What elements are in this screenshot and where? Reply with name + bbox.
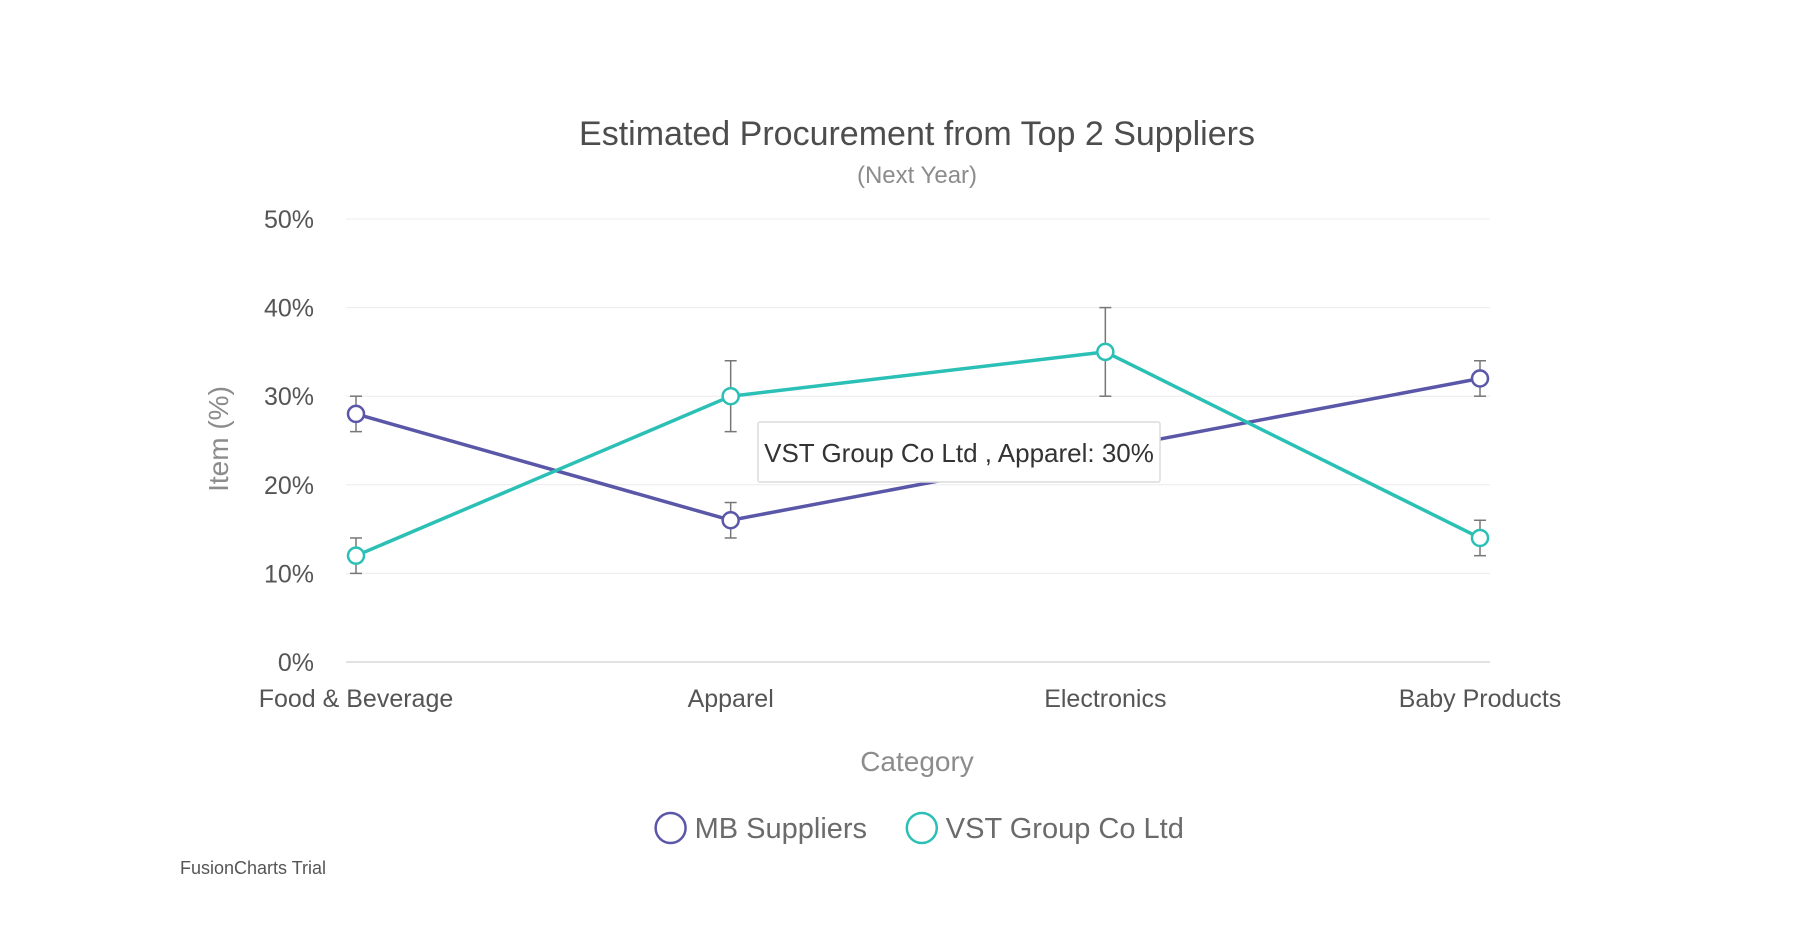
y-axis-ticks: 0% 10% 20% 30% 40% 50% — [264, 206, 314, 677]
y-tick-label: 10% — [264, 560, 314, 588]
x-tick-label: Apparel — [688, 685, 774, 713]
chart-subtitle: (Next Year) — [857, 162, 977, 189]
data-point[interactable] — [721, 386, 740, 406]
y-tick-label: 20% — [264, 472, 314, 500]
data-point[interactable] — [1470, 369, 1490, 388]
legend-label: VST Group Co Ltd — [946, 813, 1184, 845]
watermark-text: FusionCharts Trial — [180, 858, 326, 878]
series-line — [355, 376, 1481, 522]
legend-marker — [905, 811, 939, 845]
data-point[interactable] — [721, 510, 740, 530]
legend-item-1[interactable]: MB Suppliers — [654, 811, 867, 845]
x-tick-label: Electronics — [1044, 685, 1166, 713]
y-tick-label: 30% — [264, 383, 314, 411]
tooltip-box — [757, 421, 1161, 483]
y-tick-label: 0% — [278, 649, 314, 677]
series-layer — [346, 306, 1490, 575]
y-axis-label: Item (%) — [203, 386, 234, 492]
x-axis-label: Category — [860, 746, 974, 777]
chart-title: Estimated Procurement from Top 2 Supplie… — [579, 115, 1255, 153]
legend-item-2[interactable]: VST Group Co Ltd — [905, 811, 1184, 845]
x-tick-label: Food & Beverage — [259, 685, 454, 713]
data-point[interactable] — [1470, 528, 1490, 548]
series-2 — [346, 306, 1490, 575]
series-line — [355, 350, 1481, 558]
legend-marker — [654, 811, 687, 845]
x-axis-ticks: Food & Beverage Apparel Electronics Baby Pr… — [259, 685, 1562, 713]
y-tick-label: 40% — [264, 295, 314, 323]
y-tick-label: 50% — [264, 206, 314, 234]
tooltip: VST Group Co Ltd , Apparel: 30% — [757, 421, 1161, 483]
legend: MB Suppliers VST Group Co Ltd — [654, 811, 1184, 845]
data-point[interactable] — [1096, 342, 1115, 362]
tooltip-text: VST Group Co Ltd , Apparel: 30% — [764, 438, 1154, 468]
legend-label: MB Suppliers — [695, 813, 867, 845]
data-point[interactable] — [346, 546, 366, 565]
x-tick-label: Baby Products — [1399, 685, 1562, 713]
data-point[interactable] — [346, 404, 366, 424]
